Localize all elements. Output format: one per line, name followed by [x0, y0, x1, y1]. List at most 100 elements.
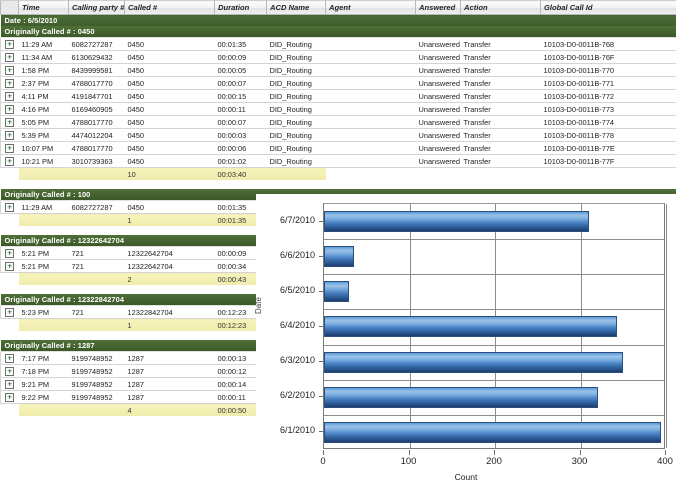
expand-cell[interactable]: +: [0, 141, 19, 155]
expand-icon[interactable]: +: [5, 104, 15, 114]
cell-calling-party: 4474012204: [68, 128, 125, 142]
expand-icon[interactable]: +: [5, 202, 15, 212]
table-row[interactable]: +5:05 PM 4788017770 0450 00:00:07 DID_Routin…: [0, 115, 676, 129]
expand-cell[interactable]: +: [0, 246, 19, 260]
cell-agent: [325, 154, 416, 168]
summary-blank-calling: [68, 167, 125, 180]
expand-cell[interactable]: +: [0, 305, 19, 319]
cell-agent: [325, 128, 416, 142]
column-header-answered[interactable]: Answered: [415, 0, 461, 15]
date-group-header: Date : 6/5/2010: [0, 14, 676, 26]
cell-time: 9:22 PM: [18, 390, 69, 404]
column-header-duration[interactable]: Duration: [214, 0, 267, 15]
chart-gridline-y: [324, 239, 664, 241]
chart-y-tick: [319, 431, 323, 433]
expand-cell[interactable]: +: [0, 63, 19, 77]
column-header-exp[interactable]: [0, 0, 19, 15]
expand-icon[interactable]: +: [5, 143, 15, 153]
cell-answered: Unanswered: [415, 37, 461, 51]
expand-icon[interactable]: +: [5, 261, 15, 271]
cell-called: 1287: [124, 364, 215, 378]
expand-cell[interactable]: +: [0, 364, 19, 378]
cell-calling-party: 4788017770: [68, 141, 125, 155]
expand-icon[interactable]: +: [5, 366, 15, 376]
cell-time: 7:17 PM: [18, 351, 69, 365]
table-row[interactable]: +4:16 PM 6169460905 0450 00:00:11 DID_Routin…: [0, 102, 676, 116]
cell-calling-party: 9199748952: [68, 351, 125, 365]
column-header-agent[interactable]: Agent: [325, 0, 416, 15]
expand-icon[interactable]: +: [5, 353, 15, 363]
cell-called: 1287: [124, 390, 215, 404]
expand-cell[interactable]: +: [0, 128, 19, 142]
cell-action: Transfer: [460, 63, 541, 77]
cell-time: 9:21 PM: [18, 377, 69, 391]
column-header-time[interactable]: Time: [18, 0, 69, 15]
expand-cell[interactable]: +: [0, 102, 19, 116]
table-row[interactable]: +10:07 PM 4788017770 0450 00:00:06 DID_Routi…: [0, 141, 676, 155]
cell-acd-name: DID_Routing: [266, 89, 326, 103]
group-summary-row: 10 00:03:40: [0, 167, 676, 180]
cell-time: 5:23 PM: [18, 305, 69, 319]
cell-called: 0450: [124, 89, 215, 103]
chart-gridline-y: [324, 414, 664, 416]
summary-blank-time: [18, 403, 69, 416]
cell-duration: 00:00:09: [214, 246, 267, 260]
expand-cell[interactable]: +: [0, 351, 19, 365]
expand-icon[interactable]: +: [5, 130, 15, 140]
table-row[interactable]: +11:29 AM 6082727287 0450 00:01:35 DID_Routi…: [0, 37, 676, 51]
table-row[interactable]: +4:11 PM 4191847701 0450 00:00:15 DID_Routin…: [0, 89, 676, 103]
cell-action: Transfer: [460, 50, 541, 64]
table-row[interactable]: +1:58 PM 8439999581 0450 00:00:05 DID_Routin…: [0, 63, 676, 77]
table-row[interactable]: +10:21 PM 3010739363 0450 00:01:02 DID_Routi…: [0, 154, 676, 168]
expand-cell[interactable]: +: [0, 154, 19, 168]
expand-cell[interactable]: +: [0, 89, 19, 103]
expand-cell[interactable]: +: [0, 200, 19, 214]
table-row[interactable]: +11:34 AM 6130629432 0450 00:00:09 DID_Routi…: [0, 50, 676, 64]
cell-global-call-id: 10103-D0-0011B-768: [540, 37, 676, 51]
chart-bar[interactable]: [324, 386, 598, 408]
expand-icon[interactable]: +: [5, 156, 15, 166]
table-row[interactable]: +5:39 PM 4474012204 0450 00:00:03 DID_Routin…: [0, 128, 676, 142]
expand-icon[interactable]: +: [5, 52, 15, 62]
column-header-calling[interactable]: Calling party #: [68, 0, 125, 15]
cell-called: 0450: [124, 37, 215, 51]
expand-cell[interactable]: +: [0, 390, 19, 404]
cell-agent: [325, 89, 416, 103]
expand-cell[interactable]: +: [0, 50, 19, 64]
column-header-row: Time Calling party # Called # Duration ACD N…: [0, 0, 676, 15]
expand-icon[interactable]: +: [5, 39, 15, 49]
expand-cell[interactable]: +: [0, 76, 19, 90]
chart-y-tick: [319, 220, 323, 222]
expand-icon[interactable]: +: [5, 91, 15, 101]
column-header-action[interactable]: Action: [460, 0, 541, 15]
cell-action: Transfer: [460, 76, 541, 90]
chart-bar-slot: [324, 309, 666, 344]
column-header-called[interactable]: Called #: [124, 0, 215, 15]
chart-bar[interactable]: [324, 211, 590, 232]
column-header-acd[interactable]: ACD Name: [266, 0, 326, 15]
chart-bar[interactable]: [324, 246, 354, 268]
chart-bar[interactable]: [324, 281, 349, 303]
expand-icon[interactable]: +: [5, 307, 15, 317]
expand-icon[interactable]: +: [5, 65, 15, 75]
cell-called: 0450: [124, 76, 215, 90]
expand-icon[interactable]: +: [5, 248, 15, 258]
expand-icon[interactable]: +: [5, 379, 15, 389]
cell-answered: Unanswered: [415, 154, 461, 168]
summary-spacer: [0, 272, 19, 285]
expand-icon[interactable]: +: [5, 392, 15, 402]
expand-cell[interactable]: +: [0, 259, 19, 273]
expand-cell[interactable]: +: [0, 377, 19, 391]
chart-bar[interactable]: [324, 421, 661, 443]
expand-icon[interactable]: +: [5, 78, 15, 88]
chart-bar[interactable]: [324, 316, 618, 338]
summary-blank-calling: [68, 213, 125, 226]
table-row[interactable]: +2:37 PM 4788017770 0450 00:00:07 DID_Routin…: [0, 76, 676, 90]
expand-cell[interactable]: +: [0, 115, 19, 129]
expand-cell[interactable]: +: [0, 37, 19, 51]
chart-bar[interactable]: [324, 351, 624, 373]
column-header-gcid[interactable]: Global Call Id: [540, 0, 676, 15]
report-grid: Time Calling party # Called # Duration ACD N…: [0, 0, 676, 416]
expand-icon[interactable]: +: [5, 117, 15, 127]
chart-bar-slot: [324, 345, 666, 380]
